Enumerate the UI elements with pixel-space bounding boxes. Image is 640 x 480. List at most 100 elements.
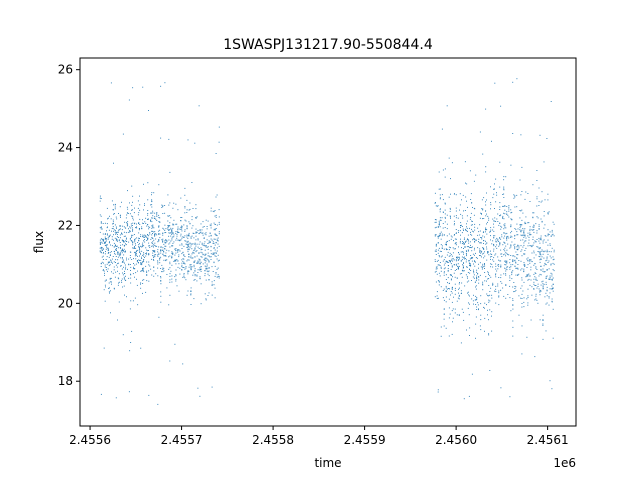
- data-point: [188, 256, 190, 258]
- data-point: [483, 257, 485, 259]
- data-point: [108, 236, 110, 238]
- data-point: [207, 273, 209, 275]
- data-point: [493, 260, 495, 262]
- data-point: [107, 262, 109, 264]
- data-point: [139, 252, 141, 253]
- data-point: [542, 286, 544, 288]
- data-point: [101, 247, 103, 249]
- data-point: [171, 255, 173, 257]
- data-point: [208, 279, 210, 281]
- data-point: [553, 223, 555, 225]
- data-point: [491, 256, 493, 257]
- data-point: [450, 238, 452, 240]
- data-point: [505, 261, 507, 263]
- data-point: [523, 231, 525, 233]
- data-point: [140, 245, 141, 247]
- data-point: [514, 195, 516, 197]
- data-point: [181, 237, 183, 239]
- data-point: [495, 201, 497, 203]
- data-point: [106, 244, 108, 246]
- data-point: [534, 356, 536, 358]
- data-point: [439, 209, 441, 211]
- data-point: [194, 256, 196, 258]
- data-point: [115, 245, 116, 247]
- data-point: [504, 250, 506, 252]
- data-point: [208, 267, 210, 269]
- data-point: [197, 387, 199, 389]
- data-point: [503, 241, 505, 243]
- data-point: [99, 197, 101, 199]
- data-point: [476, 298, 478, 300]
- data-point: [200, 251, 202, 253]
- data-point: [434, 192, 436, 194]
- data-point: [547, 229, 549, 231]
- data-point: [110, 259, 111, 261]
- data-point: [191, 248, 193, 250]
- data-point: [533, 231, 535, 233]
- data-point: [448, 288, 449, 289]
- data-point: [175, 248, 177, 249]
- data-point: [546, 275, 548, 277]
- data-point: [119, 229, 120, 231]
- data-point: [527, 304, 529, 306]
- data-point: [509, 266, 511, 268]
- data-point: [454, 308, 456, 310]
- data-point: [104, 222, 106, 224]
- data-point: [445, 287, 447, 289]
- data-point: [132, 195, 134, 197]
- data-point: [145, 253, 147, 254]
- data-point: [484, 307, 485, 309]
- data-point: [134, 239, 135, 241]
- data-point: [124, 244, 126, 246]
- data-point: [102, 233, 104, 235]
- data-point: [121, 248, 123, 250]
- data-point: [154, 217, 156, 219]
- data-point: [502, 194, 504, 195]
- data-point: [536, 279, 538, 281]
- data-point: [147, 213, 149, 214]
- data-point: [521, 191, 523, 192]
- data-point: [492, 284, 494, 285]
- data-point: [136, 227, 138, 229]
- data-point: [133, 268, 134, 270]
- data-point: [204, 273, 206, 275]
- data-point: [448, 240, 450, 242]
- data-point: [117, 259, 119, 261]
- data-point: [518, 245, 520, 247]
- data-point: [539, 253, 541, 255]
- data-point: [119, 234, 121, 236]
- data-point: [209, 241, 211, 243]
- data-point: [495, 268, 497, 270]
- data-point: [183, 274, 185, 276]
- data-point: [168, 226, 170, 228]
- data-point: [162, 234, 164, 236]
- data-point: [109, 234, 111, 236]
- data-point: [142, 270, 144, 272]
- data-point: [132, 273, 134, 275]
- data-point: [443, 313, 445, 315]
- data-point: [211, 281, 213, 283]
- data-point: [175, 275, 177, 277]
- data-point: [488, 254, 490, 256]
- data-point: [469, 260, 470, 262]
- data-point: [130, 282, 132, 284]
- data-point: [467, 234, 469, 236]
- data-point: [510, 212, 512, 214]
- data-point: [179, 273, 181, 275]
- data-point: [468, 294, 470, 296]
- data-point: [199, 229, 201, 231]
- data-point: [445, 301, 447, 303]
- data-point: [215, 251, 217, 253]
- data-point: [117, 277, 119, 279]
- data-point: [444, 209, 446, 211]
- data-point: [525, 216, 527, 218]
- data-point: [437, 226, 439, 228]
- data-point: [540, 258, 542, 260]
- data-point: [104, 234, 106, 235]
- data-point: [116, 227, 117, 229]
- data-point: [469, 263, 470, 265]
- data-point: [173, 260, 175, 262]
- data-point: [466, 239, 468, 240]
- data-point: [104, 266, 106, 268]
- data-point: [449, 215, 451, 217]
